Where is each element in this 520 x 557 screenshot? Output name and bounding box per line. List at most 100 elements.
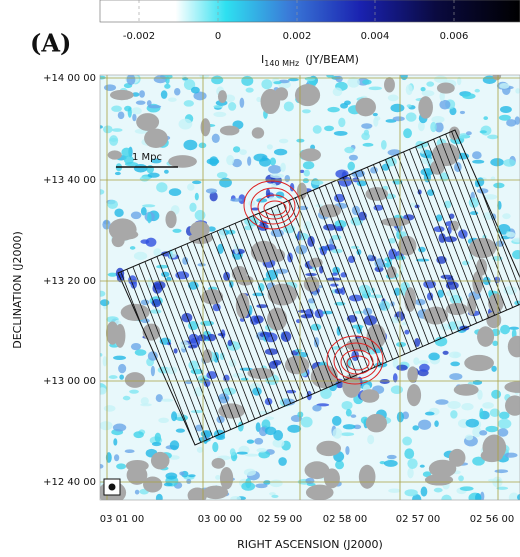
noise <box>256 304 269 309</box>
noise <box>347 77 360 88</box>
noise <box>147 212 152 224</box>
noise <box>449 373 463 381</box>
source-mask <box>219 466 234 490</box>
noise <box>174 87 181 96</box>
noise <box>407 458 418 469</box>
noise <box>269 492 276 496</box>
noise <box>390 385 404 394</box>
noise <box>140 207 147 216</box>
colorbar-tick-label: 0.006 <box>440 31 469 42</box>
noise <box>164 169 169 174</box>
noise <box>332 428 343 439</box>
hatch-line <box>118 130 259 445</box>
noise <box>151 441 162 447</box>
noise <box>197 263 206 267</box>
noise <box>369 294 384 299</box>
noise <box>404 448 415 460</box>
noise <box>344 146 355 154</box>
noise <box>239 97 245 108</box>
source-mask <box>492 75 502 81</box>
noise <box>150 365 155 377</box>
source-mask <box>386 266 397 279</box>
noise <box>459 110 466 115</box>
noise <box>181 312 193 323</box>
noise <box>188 321 199 331</box>
noise <box>116 463 127 470</box>
x-tick-label: 02 59 00 <box>258 514 303 525</box>
source-mask <box>247 367 274 379</box>
source-mask <box>294 83 321 107</box>
noise <box>494 469 509 474</box>
noise <box>264 348 279 355</box>
noise <box>219 177 232 188</box>
noise <box>129 246 136 250</box>
noise <box>258 450 271 459</box>
source-mask <box>144 128 168 149</box>
y-tick-label: +12 40 00 <box>43 477 96 488</box>
source-mask <box>507 335 520 358</box>
noise <box>320 388 332 399</box>
noise <box>112 423 127 432</box>
noise <box>434 122 444 133</box>
source-mask <box>267 283 298 306</box>
noise <box>245 453 259 457</box>
noise <box>392 116 405 122</box>
noise <box>196 446 204 453</box>
hatch-line <box>118 130 224 445</box>
noise <box>413 357 420 365</box>
noise <box>390 316 401 324</box>
source-mask <box>505 395 520 416</box>
noise <box>103 84 117 92</box>
noise <box>100 387 107 395</box>
noise <box>146 100 152 107</box>
x-tick-label: 02 58 00 <box>323 514 368 525</box>
noise <box>502 213 511 220</box>
noise <box>434 75 448 83</box>
source-mask <box>448 126 460 140</box>
noise <box>493 182 505 189</box>
noise <box>491 365 497 372</box>
noise <box>283 101 294 112</box>
noise <box>241 75 254 87</box>
noise <box>211 75 224 85</box>
source-mask <box>384 77 395 93</box>
noise <box>462 93 476 100</box>
noise <box>245 87 254 93</box>
source-mask <box>423 306 449 325</box>
noise <box>420 168 434 176</box>
noise <box>383 459 398 467</box>
source-mask <box>303 276 320 292</box>
noise <box>303 221 312 231</box>
noise <box>140 403 152 407</box>
colorbar <box>99 0 520 23</box>
noise <box>367 434 375 445</box>
source-mask <box>480 449 503 463</box>
noise <box>441 494 452 500</box>
noise <box>414 298 426 306</box>
noise <box>194 209 206 221</box>
source-mask <box>450 220 459 231</box>
noise <box>404 329 410 335</box>
noise <box>160 90 168 99</box>
source-mask <box>504 381 520 393</box>
noise <box>240 377 249 381</box>
colorbar-tick-label: 0 <box>215 31 221 42</box>
source-mask <box>358 464 376 489</box>
noise <box>442 350 449 355</box>
noise <box>271 182 277 189</box>
noise <box>367 254 373 259</box>
noise <box>256 198 268 203</box>
noise <box>498 411 510 420</box>
colorbar-label-sub: 140 MHz <box>264 59 299 68</box>
noise <box>331 272 338 276</box>
noise <box>271 494 279 499</box>
noise <box>340 432 355 437</box>
noise <box>140 397 149 405</box>
noise <box>179 471 185 476</box>
noise <box>127 107 132 118</box>
noise <box>424 411 435 416</box>
noise <box>192 180 202 185</box>
noise <box>118 363 127 374</box>
x-tick-label: 03 01 00 <box>100 514 145 525</box>
noise <box>475 493 482 500</box>
